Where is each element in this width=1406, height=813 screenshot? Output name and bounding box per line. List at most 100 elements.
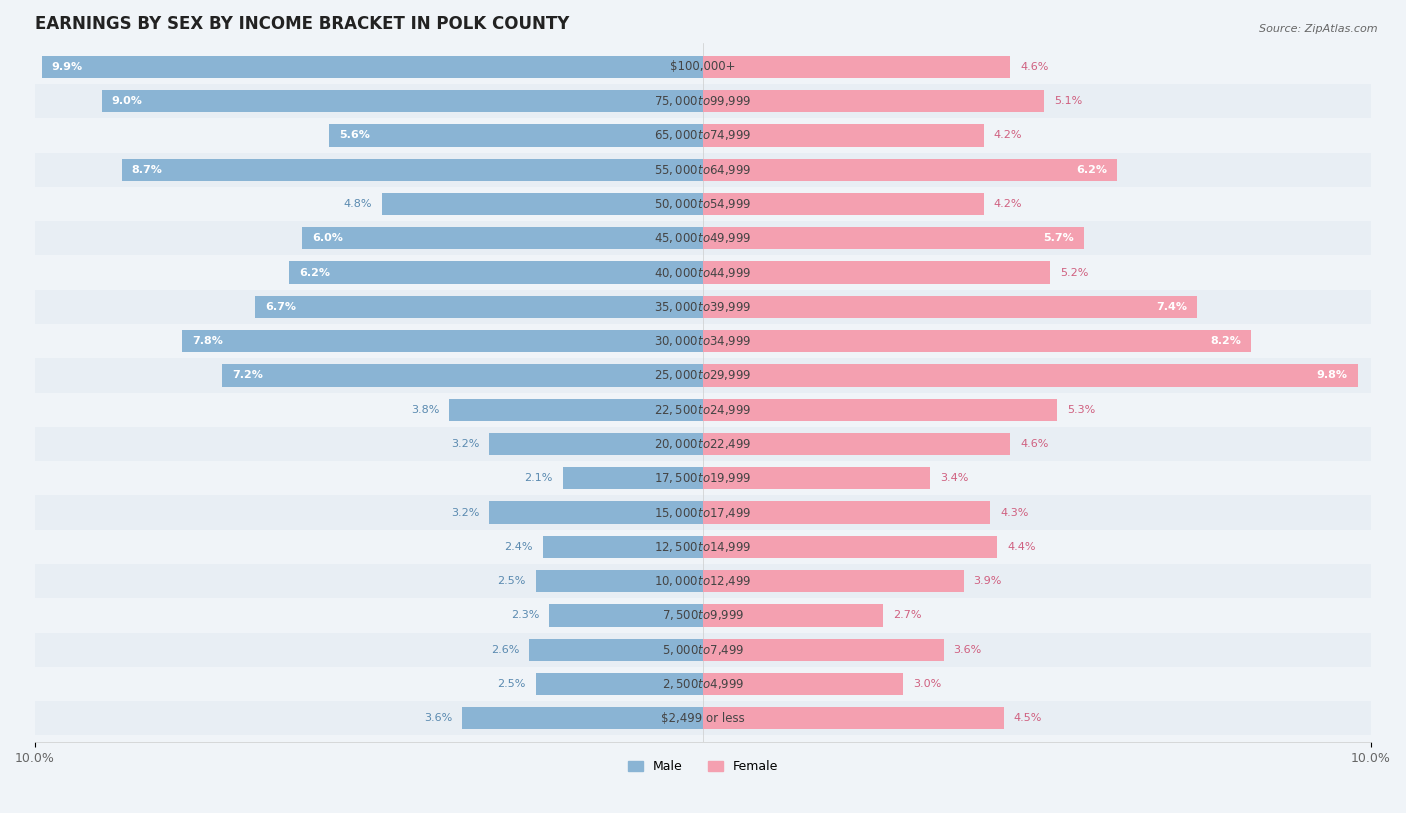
Bar: [35, 427, 1371, 461]
Text: 4.6%: 4.6%: [1021, 62, 1049, 72]
Text: 2.7%: 2.7%: [893, 611, 922, 620]
Bar: [329, 124, 703, 146]
Bar: [529, 638, 703, 661]
Text: 5.2%: 5.2%: [1060, 267, 1088, 277]
Text: 3.2%: 3.2%: [451, 507, 479, 518]
Text: 9.9%: 9.9%: [52, 62, 83, 72]
Bar: [703, 502, 990, 524]
Bar: [35, 324, 1371, 359]
Text: 8.2%: 8.2%: [1211, 336, 1240, 346]
Bar: [703, 604, 883, 627]
Bar: [703, 707, 1004, 729]
Bar: [703, 193, 984, 215]
Bar: [703, 364, 1358, 387]
Text: Source: ZipAtlas.com: Source: ZipAtlas.com: [1260, 24, 1378, 34]
Text: 5.7%: 5.7%: [1043, 233, 1074, 243]
Bar: [536, 673, 703, 695]
Bar: [35, 153, 1371, 187]
Bar: [35, 255, 1371, 289]
Bar: [703, 56, 1011, 78]
Bar: [382, 193, 703, 215]
Bar: [122, 159, 703, 180]
Text: 9.8%: 9.8%: [1316, 371, 1348, 380]
Bar: [463, 707, 703, 729]
Text: EARNINGS BY SEX BY INCOME BRACKET IN POLK COUNTY: EARNINGS BY SEX BY INCOME BRACKET IN POL…: [35, 15, 569, 33]
Text: 4.5%: 4.5%: [1014, 713, 1042, 724]
Bar: [35, 633, 1371, 667]
Bar: [703, 262, 1050, 284]
Text: 5.6%: 5.6%: [339, 130, 370, 141]
Bar: [703, 124, 984, 146]
Text: 7.4%: 7.4%: [1156, 302, 1187, 312]
Text: 8.7%: 8.7%: [132, 165, 163, 175]
Bar: [703, 90, 1043, 112]
Text: 2.4%: 2.4%: [505, 542, 533, 552]
Text: 3.0%: 3.0%: [914, 679, 942, 689]
Bar: [35, 359, 1371, 393]
Text: 6.2%: 6.2%: [1076, 165, 1107, 175]
Text: $22,500 to $24,999: $22,500 to $24,999: [654, 402, 752, 417]
Bar: [703, 467, 931, 489]
Text: 3.9%: 3.9%: [973, 576, 1002, 586]
Bar: [101, 90, 703, 112]
Text: 2.5%: 2.5%: [498, 679, 526, 689]
Text: $30,000 to $34,999: $30,000 to $34,999: [654, 334, 752, 348]
Bar: [35, 221, 1371, 255]
Text: $2,499 or less: $2,499 or less: [661, 712, 745, 725]
Text: $35,000 to $39,999: $35,000 to $39,999: [654, 300, 752, 314]
Bar: [302, 227, 703, 250]
Text: 9.0%: 9.0%: [111, 96, 142, 107]
Bar: [256, 296, 703, 318]
Text: 4.2%: 4.2%: [994, 199, 1022, 209]
Text: 4.8%: 4.8%: [344, 199, 373, 209]
Bar: [703, 638, 943, 661]
Bar: [35, 461, 1371, 495]
Text: 3.8%: 3.8%: [411, 405, 439, 415]
Bar: [562, 467, 703, 489]
Bar: [35, 187, 1371, 221]
Bar: [703, 570, 963, 593]
Text: $45,000 to $49,999: $45,000 to $49,999: [654, 232, 752, 246]
Bar: [703, 398, 1057, 421]
Text: $40,000 to $44,999: $40,000 to $44,999: [654, 266, 752, 280]
Text: $65,000 to $74,999: $65,000 to $74,999: [654, 128, 752, 142]
Bar: [35, 495, 1371, 530]
Text: $25,000 to $29,999: $25,000 to $29,999: [654, 368, 752, 382]
Bar: [703, 673, 904, 695]
Bar: [35, 289, 1371, 324]
Text: $12,500 to $14,999: $12,500 to $14,999: [654, 540, 752, 554]
Text: $2,500 to $4,999: $2,500 to $4,999: [662, 677, 744, 691]
Bar: [288, 262, 703, 284]
Text: $100,000+: $100,000+: [671, 60, 735, 73]
Text: 2.1%: 2.1%: [524, 473, 553, 483]
Bar: [449, 398, 703, 421]
Text: 4.3%: 4.3%: [1000, 507, 1029, 518]
Text: $20,000 to $22,499: $20,000 to $22,499: [654, 437, 752, 451]
Legend: Male, Female: Male, Female: [623, 755, 783, 778]
Bar: [489, 502, 703, 524]
Text: $17,500 to $19,999: $17,500 to $19,999: [654, 472, 752, 485]
Bar: [222, 364, 703, 387]
Text: 5.1%: 5.1%: [1053, 96, 1083, 107]
Bar: [42, 56, 703, 78]
Bar: [550, 604, 703, 627]
Bar: [35, 667, 1371, 701]
Text: $55,000 to $64,999: $55,000 to $64,999: [654, 163, 752, 176]
Bar: [35, 530, 1371, 564]
Text: $75,000 to $99,999: $75,000 to $99,999: [654, 94, 752, 108]
Text: 6.0%: 6.0%: [312, 233, 343, 243]
Text: $50,000 to $54,999: $50,000 to $54,999: [654, 197, 752, 211]
Bar: [543, 536, 703, 558]
Bar: [703, 296, 1198, 318]
Bar: [181, 330, 703, 352]
Text: 3.6%: 3.6%: [953, 645, 981, 654]
Bar: [35, 701, 1371, 736]
Text: 4.6%: 4.6%: [1021, 439, 1049, 449]
Text: 3.4%: 3.4%: [941, 473, 969, 483]
Text: 6.7%: 6.7%: [266, 302, 297, 312]
Text: $15,000 to $17,499: $15,000 to $17,499: [654, 506, 752, 520]
Bar: [35, 393, 1371, 427]
Bar: [703, 330, 1251, 352]
Text: 5.3%: 5.3%: [1067, 405, 1095, 415]
Text: 3.2%: 3.2%: [451, 439, 479, 449]
